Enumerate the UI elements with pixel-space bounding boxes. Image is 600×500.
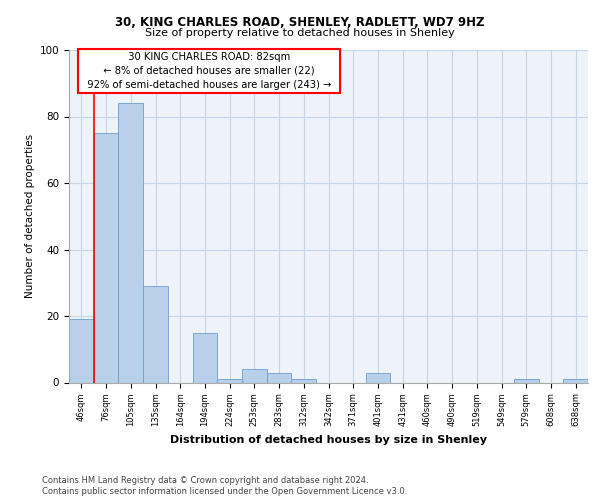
Bar <box>365 372 390 382</box>
Y-axis label: Number of detached properties: Number of detached properties <box>25 134 35 298</box>
Bar <box>563 379 588 382</box>
Bar <box>514 379 539 382</box>
Bar <box>292 379 316 382</box>
Bar <box>94 133 118 382</box>
Bar <box>267 372 292 382</box>
Bar <box>118 103 143 382</box>
Text: Contains public sector information licensed under the Open Government Licence v3: Contains public sector information licen… <box>42 487 407 496</box>
Bar <box>242 369 267 382</box>
Text: Contains HM Land Registry data © Crown copyright and database right 2024.: Contains HM Land Registry data © Crown c… <box>42 476 368 485</box>
X-axis label: Distribution of detached houses by size in Shenley: Distribution of detached houses by size … <box>170 434 487 444</box>
Bar <box>143 286 168 382</box>
Bar <box>69 320 94 382</box>
Text: 30 KING CHARLES ROAD: 82sqm  
  ← 8% of detached houses are smaller (22)  
  92%: 30 KING CHARLES ROAD: 82sqm ← 8% of deta… <box>81 52 337 90</box>
Text: Size of property relative to detached houses in Shenley: Size of property relative to detached ho… <box>145 28 455 38</box>
Text: 30, KING CHARLES ROAD, SHENLEY, RADLETT, WD7 9HZ: 30, KING CHARLES ROAD, SHENLEY, RADLETT,… <box>115 16 485 29</box>
Bar <box>217 379 242 382</box>
Bar <box>193 332 217 382</box>
